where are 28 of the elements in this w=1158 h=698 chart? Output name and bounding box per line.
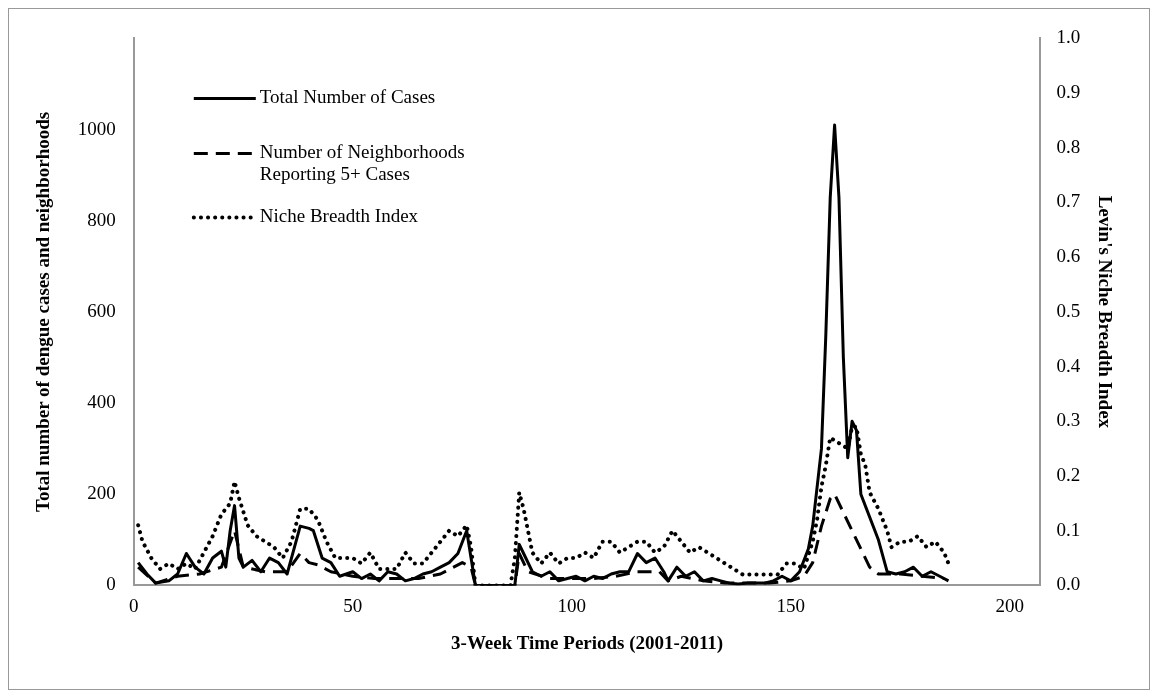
x-tick-label: 150 <box>776 594 806 616</box>
y2-tick-label: 1.0 <box>1056 26 1081 48</box>
x-tick-label: 0 <box>129 594 139 616</box>
x-axis-title: 3-Week Time Periods (2001-2011) <box>451 631 724 654</box>
y-tick-label: 600 <box>87 299 116 321</box>
x-tick-label: 200 <box>995 594 1025 616</box>
y2-tick-label: 0.7 <box>1056 190 1081 212</box>
y2-tick-label: 0.2 <box>1056 463 1081 485</box>
y2-tick-label: 0.5 <box>1056 299 1081 321</box>
y2-tick-label: 0.9 <box>1056 81 1081 103</box>
legend-label: Total Number of Cases <box>259 86 436 108</box>
y2-tick-label: 0.3 <box>1056 409 1081 431</box>
y-tick-label: 1000 <box>77 117 116 139</box>
y2-tick-label: 0.1 <box>1056 518 1081 540</box>
y-tick-label: 800 <box>87 208 116 230</box>
y-tick-label: 0 <box>106 573 116 595</box>
y-tick-label: 200 <box>87 482 116 504</box>
y-axis-title: Total number of dengue cases and neighborhoods <box>32 111 54 512</box>
y2-tick-label: 0.8 <box>1056 135 1081 157</box>
y2-tick-label: 0.6 <box>1056 245 1081 267</box>
legend-label: Niche Breadth Index <box>259 205 419 227</box>
y2-axis-title: Levin's Niche Breadth Index <box>1094 195 1116 429</box>
y2-tick-label: 0.4 <box>1056 354 1081 376</box>
x-tick-label: 50 <box>343 594 363 616</box>
y2-tick-label: 0.0 <box>1056 573 1081 595</box>
y-tick-label: 400 <box>87 391 116 413</box>
x-tick-label: 100 <box>557 594 587 616</box>
legend-label: Number of Neighborhoods Reporting 5+ Cases <box>259 141 465 185</box>
